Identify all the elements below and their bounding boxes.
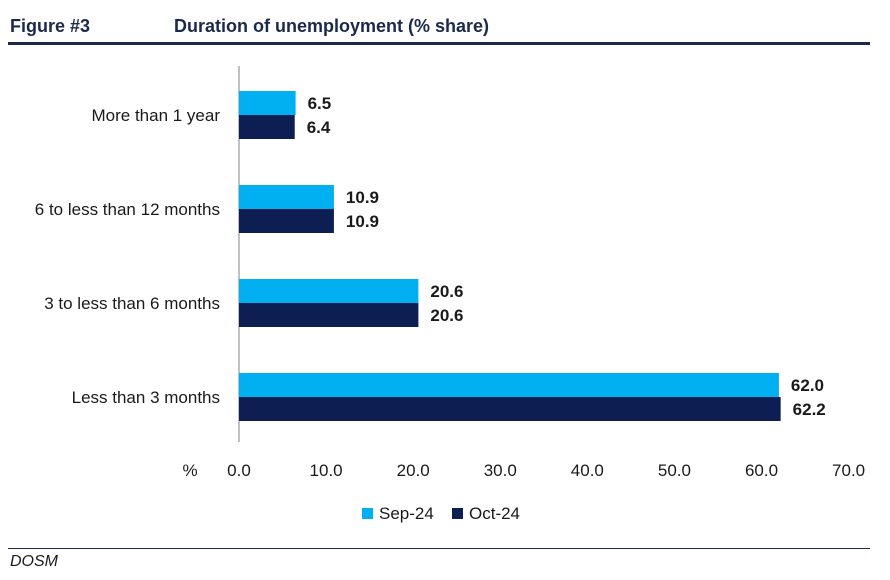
data-label: 20.6 (430, 306, 463, 325)
bar-chart: More than 1 year 6.5 6.4 6 to less than 12 … (35, 66, 865, 523)
x-tick-label: 20.0 (397, 461, 430, 480)
data-label: 62.2 (793, 400, 826, 419)
category-label: 3 to less than 6 months (44, 294, 220, 313)
data-label: 62.0 (791, 376, 824, 395)
x-tick-label: 40.0 (571, 461, 604, 480)
bar-oct-24 (239, 209, 334, 233)
x-tick-label: 60.0 (745, 461, 778, 480)
legend-swatch-oct-24 (452, 508, 463, 519)
x-tick-label: 10.0 (310, 461, 343, 480)
x-tick-label: 0.0 (227, 461, 251, 480)
x-tick-label: 70.0 (832, 461, 865, 480)
category-label: More than 1 year (91, 106, 220, 125)
footer-divider (8, 548, 870, 549)
bar-oct-24 (239, 397, 781, 421)
data-label: 10.9 (346, 212, 379, 231)
bar-oct-24 (239, 303, 419, 327)
bar-sep-24 (239, 279, 419, 303)
category-label: Less than 3 months (72, 388, 220, 407)
x-tick-label: 50.0 (658, 461, 691, 480)
bar-sep-24 (239, 91, 296, 115)
figure-header: Figure #3 Duration of unemployment (% sh… (8, 14, 870, 45)
figure-label: Figure #3 (10, 16, 91, 36)
category-label: 6 to less than 12 months (35, 200, 220, 219)
legend-label: Oct-24 (469, 504, 520, 523)
x-tick-label: 30.0 (484, 461, 517, 480)
source-label: DOSM (10, 553, 58, 570)
legend-swatch-sep-24 (362, 508, 373, 519)
data-label: 6.5 (308, 94, 332, 113)
data-label: 10.9 (346, 188, 379, 207)
bar-sep-24 (239, 373, 779, 397)
bar-sep-24 (239, 185, 334, 209)
chart-title: Duration of unemployment (% share) (174, 16, 490, 36)
x-axis-label: % (182, 461, 197, 480)
bar-oct-24 (239, 115, 295, 139)
data-label: 6.4 (307, 118, 331, 137)
legend-label: Sep-24 (379, 504, 434, 523)
data-label: 20.6 (430, 282, 463, 301)
